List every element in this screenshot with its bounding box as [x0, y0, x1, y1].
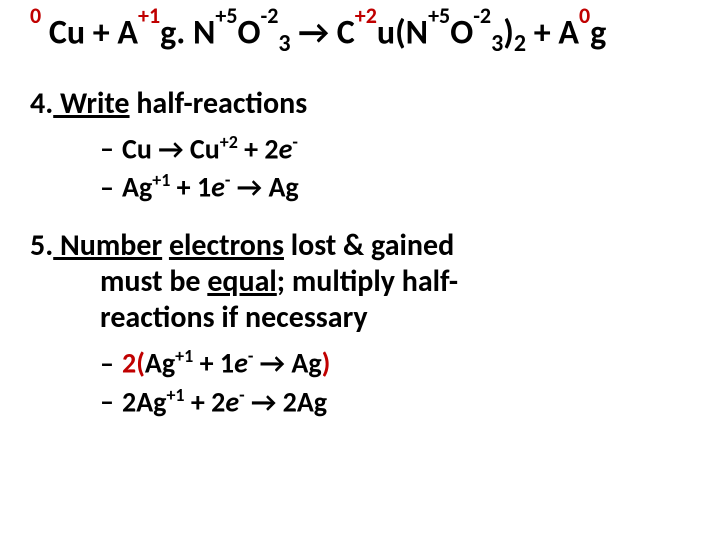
- step-4-list: –Cu → Cu+2 + 2e- –Ag+1 + 1e- → Ag: [100, 130, 690, 206]
- step-5-l2a: must be: [100, 263, 207, 300]
- step-4-rest: half-reactions: [130, 85, 308, 122]
- m2-c: 2Ag: [283, 384, 327, 419]
- step-5-list: –2(Ag+1 + 1e- → Ag) –2Ag+1 + 2e- → 2Ag: [100, 344, 690, 420]
- eq-cu-plus-a: Cu + A: [41, 12, 138, 53]
- step-5-l2u: equal: [207, 263, 276, 300]
- sub-2: 2: [514, 29, 526, 58]
- h2-c: Ag: [268, 170, 298, 205]
- ox-ag: +1: [138, 2, 160, 29]
- multiplied-reaction-1: –2(Ag+1 + 1e- → Ag): [100, 344, 690, 382]
- eq-close: ): [503, 12, 514, 53]
- sub-3b: 3: [491, 29, 503, 58]
- step-5-rest1: lost & gained: [284, 227, 454, 264]
- h1-minus: -: [292, 131, 298, 153]
- multiplied-reaction-2: –2Ag+1 + 2e- → 2Ag: [100, 383, 690, 421]
- step-4-underline: Write: [53, 85, 129, 122]
- step-5-u1: Number: [53, 227, 162, 264]
- h1-a: Cu: [122, 131, 158, 166]
- m1-e: e: [234, 346, 248, 381]
- eq-o2: O: [450, 12, 473, 53]
- ox-cu-left: 0: [30, 2, 41, 29]
- step-4-heading: 4. Write half-reactions: [30, 86, 690, 122]
- step-4-num: 4.: [30, 85, 53, 122]
- dash-4: –: [100, 383, 122, 421]
- h1-b: Cu: [184, 131, 220, 166]
- step-5-heading: 5. Number electrons lost & gained must b…: [30, 228, 690, 336]
- eq-u-n: u(N: [377, 12, 428, 53]
- step-5-num: 5.: [30, 227, 53, 264]
- m1-c: Ag: [291, 346, 321, 381]
- oxidation-equation: 0 Cu + A+1g. N+5O-23 → C+2u(N+5O-23)2 + …: [30, 10, 690, 58]
- step-5-l2b: ; multiply half-: [277, 263, 458, 300]
- dash-2: –: [100, 169, 122, 207]
- ox-cu2: +2: [355, 2, 377, 29]
- m2-e: e: [225, 384, 239, 419]
- h2-arrow: →: [230, 170, 268, 205]
- m2-arrow: →: [245, 384, 283, 419]
- m1-b: + 1: [193, 346, 234, 381]
- h1-e: e: [279, 131, 293, 166]
- h1-arrow: →: [158, 131, 183, 166]
- m2-b: + 2: [185, 384, 226, 419]
- h2-sup1: +1: [152, 169, 170, 191]
- step-5-sp: [162, 227, 169, 264]
- h2-a: Ag: [122, 170, 152, 205]
- step-5-l3: reactions if necessary: [100, 299, 368, 336]
- step-5-u2: electrons: [169, 227, 284, 264]
- h1-sup: +2: [220, 131, 238, 153]
- dash-1: –: [100, 130, 122, 168]
- eq-plus-ag: + A: [526, 12, 579, 53]
- eq-arrow: → C: [291, 12, 355, 53]
- ox-n1: +5: [215, 2, 237, 29]
- dash-3: –: [100, 345, 122, 383]
- m1-arrow: →: [253, 346, 291, 381]
- half-reaction-2: –Ag+1 + 1e- → Ag: [100, 168, 690, 206]
- ox-o2: -2: [473, 2, 491, 29]
- ox-n2: +5: [428, 2, 450, 29]
- m2-sup: +1: [166, 384, 184, 406]
- m1-close: ): [322, 346, 331, 381]
- m1-sup: +1: [175, 345, 193, 367]
- eq-g-end: g: [590, 12, 606, 53]
- eq-g-n: g. N: [160, 12, 215, 53]
- m2-a: 2Ag: [122, 384, 166, 419]
- eq-o1: O: [238, 12, 261, 53]
- sub-3a: 3: [278, 29, 290, 58]
- h2-e: e: [211, 170, 225, 205]
- h2-b: + 1: [170, 170, 211, 205]
- m1-open: 2(: [122, 346, 145, 381]
- m1-a: Ag: [145, 346, 175, 381]
- ox-o1: -2: [261, 2, 279, 29]
- ox-ag0: 0: [579, 2, 590, 29]
- half-reaction-1: –Cu → Cu+2 + 2e-: [100, 130, 690, 168]
- h1-c: + 2: [238, 131, 279, 166]
